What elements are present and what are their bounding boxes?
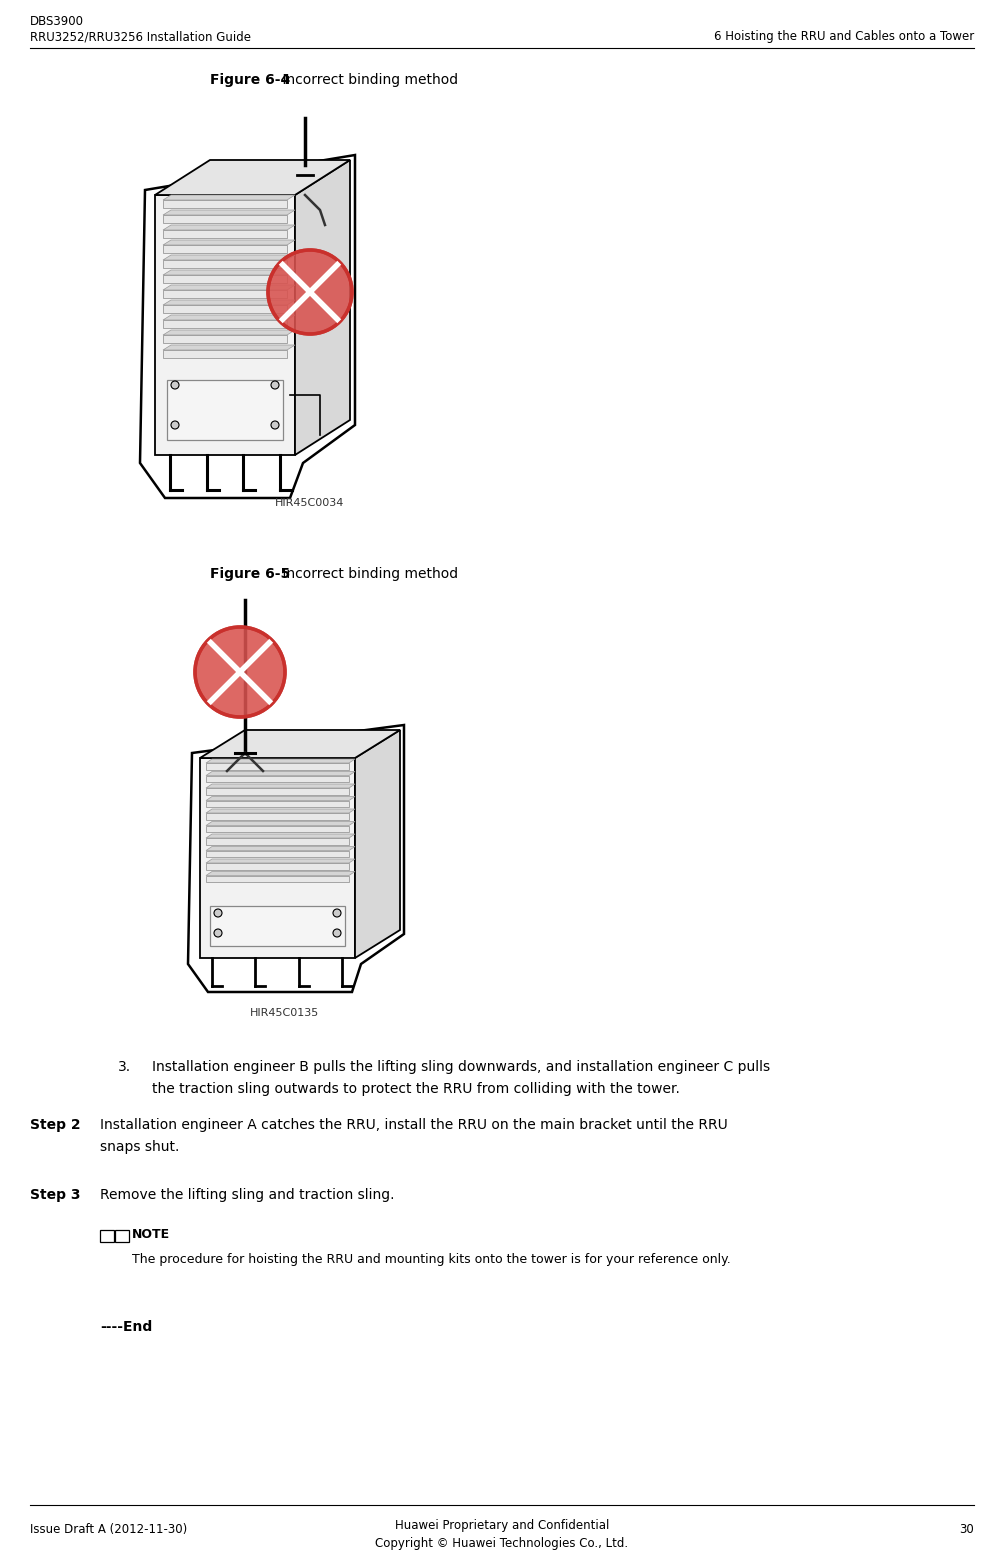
Circle shape	[214, 929, 222, 936]
Polygon shape	[162, 244, 287, 254]
Polygon shape	[355, 730, 399, 958]
Polygon shape	[206, 775, 349, 783]
Polygon shape	[162, 315, 295, 319]
Polygon shape	[200, 730, 399, 758]
Polygon shape	[162, 240, 295, 244]
Polygon shape	[206, 822, 355, 825]
Polygon shape	[162, 276, 287, 283]
Text: HIR45C0034: HIR45C0034	[275, 498, 344, 507]
Polygon shape	[162, 269, 295, 276]
Polygon shape	[206, 810, 355, 813]
Polygon shape	[162, 255, 295, 260]
Polygon shape	[162, 285, 295, 290]
Polygon shape	[206, 800, 349, 808]
Text: 30: 30	[958, 1524, 973, 1536]
Polygon shape	[206, 763, 349, 770]
Text: Incorrect binding method: Incorrect binding method	[278, 74, 457, 88]
Polygon shape	[206, 785, 355, 788]
Polygon shape	[295, 160, 350, 456]
Polygon shape	[162, 305, 287, 313]
Circle shape	[195, 626, 285, 717]
Polygon shape	[162, 301, 295, 305]
Circle shape	[271, 421, 279, 429]
Text: DBS3900: DBS3900	[30, 16, 84, 28]
Text: The procedure for hoisting the RRU and mounting kits onto the tower is for your : The procedure for hoisting the RRU and m…	[131, 1253, 730, 1265]
Text: NOTE: NOTE	[131, 1228, 170, 1240]
Polygon shape	[162, 319, 287, 329]
Text: 6 Hoisting the RRU and Cables onto a Tower: 6 Hoisting the RRU and Cables onto a Tow…	[713, 30, 973, 42]
Polygon shape	[206, 875, 349, 882]
Polygon shape	[206, 772, 355, 775]
Polygon shape	[206, 847, 355, 850]
Text: Step 3: Step 3	[30, 1189, 80, 1203]
Circle shape	[214, 908, 222, 918]
Polygon shape	[162, 196, 295, 200]
Text: HIR45C0135: HIR45C0135	[250, 1009, 319, 1018]
Circle shape	[333, 908, 341, 918]
Circle shape	[171, 421, 179, 429]
Text: Figure 6-4: Figure 6-4	[210, 74, 290, 88]
Polygon shape	[162, 349, 287, 359]
Text: 3.: 3.	[118, 1060, 131, 1074]
Polygon shape	[162, 230, 287, 238]
Polygon shape	[206, 760, 355, 763]
Text: Incorrect binding method: Incorrect binding method	[278, 567, 457, 581]
Polygon shape	[162, 200, 287, 208]
Polygon shape	[200, 758, 355, 958]
Polygon shape	[206, 863, 349, 869]
Polygon shape	[206, 835, 355, 838]
Polygon shape	[206, 860, 355, 863]
Text: Step 2: Step 2	[30, 1118, 80, 1132]
Polygon shape	[206, 825, 349, 833]
Text: ----End: ----End	[100, 1320, 152, 1334]
Polygon shape	[162, 330, 295, 335]
Polygon shape	[206, 872, 355, 875]
Polygon shape	[162, 290, 287, 298]
Polygon shape	[162, 260, 287, 268]
Text: Figure 6-5: Figure 6-5	[210, 567, 290, 581]
Polygon shape	[154, 160, 350, 196]
Circle shape	[171, 381, 179, 388]
Text: snaps shut.: snaps shut.	[100, 1140, 180, 1154]
Circle shape	[268, 251, 352, 334]
Polygon shape	[206, 838, 349, 846]
Text: Issue Draft A (2012-11-30): Issue Draft A (2012-11-30)	[30, 1524, 188, 1536]
Text: the traction sling outwards to protect the RRU from colliding with the tower.: the traction sling outwards to protect t…	[151, 1082, 679, 1096]
Polygon shape	[162, 210, 295, 215]
Text: Installation engineer A catches the RRU, install the RRU on the main bracket unt: Installation engineer A catches the RRU,…	[100, 1118, 727, 1132]
Polygon shape	[206, 788, 349, 796]
Text: RRU3252/RRU3256 Installation Guide: RRU3252/RRU3256 Installation Guide	[30, 30, 251, 42]
Polygon shape	[162, 345, 295, 349]
Text: Huawei Proprietary and Confidential: Huawei Proprietary and Confidential	[394, 1519, 609, 1532]
Text: Installation engineer B pulls the lifting sling downwards, and installation engi: Installation engineer B pulls the liftin…	[151, 1060, 769, 1074]
Polygon shape	[154, 196, 295, 456]
Polygon shape	[206, 850, 349, 857]
Polygon shape	[166, 381, 283, 440]
Polygon shape	[162, 335, 287, 343]
Polygon shape	[206, 797, 355, 800]
Text: Remove the lifting sling and traction sling.: Remove the lifting sling and traction sl…	[100, 1189, 394, 1203]
Circle shape	[333, 929, 341, 936]
Polygon shape	[210, 907, 345, 946]
Polygon shape	[162, 215, 287, 224]
Text: Copyright © Huawei Technologies Co., Ltd.: Copyright © Huawei Technologies Co., Ltd…	[375, 1536, 628, 1550]
Circle shape	[271, 381, 279, 388]
Polygon shape	[162, 226, 295, 230]
Polygon shape	[206, 813, 349, 821]
